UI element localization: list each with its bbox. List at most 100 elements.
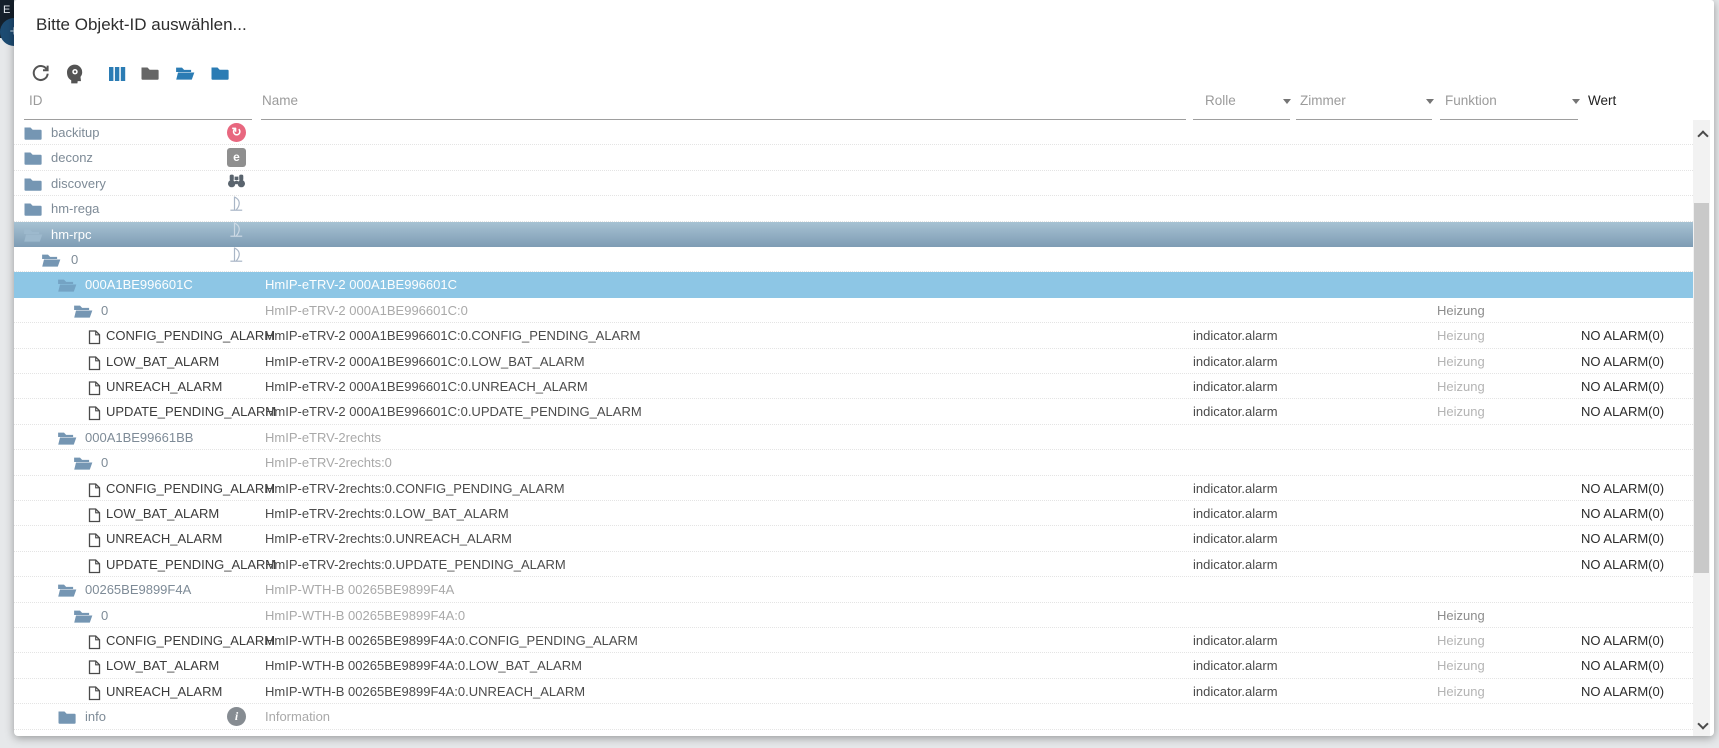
object-id: 0 — [101, 455, 109, 471]
tree-row[interactable] — [14, 730, 1693, 736]
folder-open-icon[interactable] — [23, 229, 43, 247]
room-filter-select[interactable]: Zimmer — [1300, 93, 1346, 108]
tree-row[interactable]: CONFIG_PENDING_ALARM HmIP-eTRV-2rechts:0.… — [14, 476, 1693, 501]
state-doc-icon — [88, 508, 101, 526]
function-filter-select[interactable]: Funktion — [1445, 93, 1497, 108]
folder-open-icon[interactable] — [73, 305, 93, 323]
tree-row[interactable]: CONFIG_PENDING_ALARM HmIP-WTH-B 00265BE98… — [14, 628, 1693, 654]
object-id: 00265BE9899F4A — [85, 582, 192, 598]
tree-row[interactable]: 0 HmIP-eTRV-2rechts:0 — [14, 450, 1693, 476]
tree-row[interactable]: backitup ↻ — [14, 120, 1693, 146]
tree-row[interactable]: 0 HmIP-WTH-B 00265BE9899F4A:0 Heizung — [14, 603, 1693, 628]
tree-row[interactable]: UPDATE_PENDING_ALARM HmIP-eTRV-2rechts:0.… — [14, 552, 1693, 578]
name-filter-input[interactable]: Name — [262, 93, 299, 108]
tree-row[interactable]: 000A1BE996601C HmIP-eTRV-2 000A1BE996601C — [14, 272, 1693, 298]
expand-to-device-button[interactable] — [208, 64, 232, 88]
folder-icon[interactable] — [57, 711, 77, 729]
object-function: Heizung — [1437, 404, 1485, 420]
object-id: UPDATE_PENDING_ALARM — [106, 556, 277, 572]
folder-icon[interactable] — [23, 127, 43, 145]
tree-row[interactable]: 00265BE9899F4A HmIP-WTH-B 00265BE9899F4A — [14, 577, 1693, 603]
object-id: 0 — [101, 302, 109, 318]
list-view-button[interactable] — [105, 64, 129, 88]
scrollbar-thumb[interactable] — [1694, 203, 1709, 573]
homematic-sail-icon — [227, 195, 246, 221]
tree-row[interactable]: 0 HmIP-eTRV-2 000A1BE996601C:0 Heizung — [14, 298, 1693, 324]
tree-row[interactable]: LOW_BAT_ALARM HmIP-WTH-B 00265BE9899F4A:0… — [14, 653, 1693, 679]
function-dropdown-arrow-icon[interactable] — [1572, 99, 1580, 104]
room-dropdown-arrow-icon[interactable] — [1426, 99, 1434, 104]
object-name: HmIP-eTRV-2rechts:0.CONFIG_PENDING_ALARM — [265, 480, 565, 496]
object-function: Heizung — [1437, 607, 1485, 623]
folder-open-icon[interactable] — [57, 432, 77, 450]
object-id: UNREACH_ALARM — [106, 379, 223, 394]
tree-row[interactable]: UPDATE_PENDING_ALARM HmIP-eTRV-2 000A1BE9… — [14, 399, 1693, 425]
tree-row[interactable]: deconz e — [14, 145, 1693, 171]
object-value: NO ALARM(0) — [1581, 531, 1665, 547]
folder-open-icon[interactable] — [73, 610, 93, 628]
tree-row[interactable]: LOW_BAT_ALARM HmIP-eTRV-2 000A1BE996601C:… — [14, 349, 1693, 374]
object-value: NO ALARM(0) — [1581, 683, 1665, 699]
columns-icon — [108, 66, 126, 87]
folder-open-icon[interactable] — [41, 254, 61, 272]
folder-icon[interactable] — [23, 152, 43, 170]
tree-row[interactable]: 0 — [14, 247, 1693, 273]
folder-closed-icon — [140, 65, 160, 87]
object-name: Information — [265, 709, 331, 725]
adapter-icon-slot: e — [227, 148, 246, 168]
tree-row[interactable]: hm-rpc — [14, 221, 1693, 247]
collapse-all-button[interactable] — [138, 64, 162, 88]
folder-open-icon[interactable] — [57, 280, 77, 297]
select-object-id-dialog: Bitte Objekt-ID auswählen... ID Name Rol… — [14, 0, 1714, 736]
object-value: NO ALARM(0) — [1581, 328, 1665, 344]
tree-row[interactable]: CONFIG_PENDING_ALARM HmIP-eTRV-2 000A1BE9… — [14, 323, 1693, 349]
tree-row[interactable]: hm-rega — [14, 195, 1693, 222]
expert-mode-button[interactable] — [63, 64, 87, 88]
function-filter-underline — [1440, 119, 1578, 120]
tree-row[interactable]: UNREACH_ALARM HmIP-eTRV-2 000A1BE996601C:… — [14, 374, 1693, 400]
adapter-icon-slot — [227, 174, 246, 193]
state-doc-icon — [88, 381, 101, 399]
object-id: LOW_BAT_ALARM — [106, 353, 220, 369]
scroll-down-arrow-icon[interactable] — [1698, 720, 1706, 728]
tree-row[interactable]: info i Information — [14, 704, 1693, 730]
object-value: NO ALARM(0) — [1581, 506, 1665, 521]
room-filter-underline — [1296, 119, 1432, 120]
folder-open-icon[interactable] — [73, 457, 93, 475]
object-tree: backitup ↻ deconz e discovery hm-rega hm-rpc 0 0… — [14, 120, 1693, 736]
expand-all-button[interactable] — [173, 64, 197, 88]
object-id: LOW_BAT_ALARM — [106, 658, 220, 674]
folder-open-icon[interactable] — [57, 584, 77, 602]
tree-row[interactable]: 000A1BE99661BB HmIP-eTRV-2rechts — [14, 425, 1693, 451]
deconz-adapter-icon: e — [227, 148, 246, 168]
object-value: NO ALARM(0) — [1581, 658, 1665, 674]
tree-row[interactable]: UNREACH_ALARM HmIP-WTH-B 00265BE9899F4A:0… — [14, 679, 1693, 705]
object-value: NO ALARM(0) — [1581, 633, 1665, 648]
folder-closed-icon — [210, 65, 230, 87]
role-dropdown-arrow-icon[interactable] — [1283, 99, 1291, 104]
scroll-up-arrow-icon[interactable] — [1698, 130, 1706, 138]
tree-row[interactable]: LOW_BAT_ALARM HmIP-eTRV-2rechts:0.LOW_BAT… — [14, 501, 1693, 527]
object-value: NO ALARM(0) — [1581, 480, 1665, 496]
vertical-scrollbar[interactable] — [1693, 120, 1710, 736]
object-id: backitup — [51, 125, 100, 140]
discovery-binoculars-icon — [227, 171, 246, 196]
tree-row[interactable]: discovery — [14, 171, 1693, 197]
toolbar — [14, 64, 1714, 92]
folder-icon[interactable] — [23, 178, 43, 196]
object-function: Heizung — [1437, 633, 1485, 648]
refresh-button[interactable] — [28, 64, 52, 88]
object-id: UPDATE_PENDING_ALARM — [106, 404, 277, 420]
object-role: indicator.alarm — [1193, 506, 1278, 521]
id-filter-input[interactable]: ID — [29, 93, 43, 108]
homematic-sail-icon — [227, 221, 246, 247]
object-id: CONFIG_PENDING_ALARM — [106, 633, 276, 648]
folder-icon[interactable] — [23, 203, 43, 221]
object-role: indicator.alarm — [1193, 658, 1278, 674]
object-name: HmIP-eTRV-2rechts:0.LOW_BAT_ALARM — [265, 506, 509, 521]
tree-row[interactable]: UNREACH_ALARM HmIP-eTRV-2rechts:0.UNREACH… — [14, 526, 1693, 552]
role-filter-select[interactable]: Rolle — [1205, 93, 1236, 108]
object-role: indicator.alarm — [1193, 633, 1278, 648]
state-doc-icon — [88, 330, 101, 348]
